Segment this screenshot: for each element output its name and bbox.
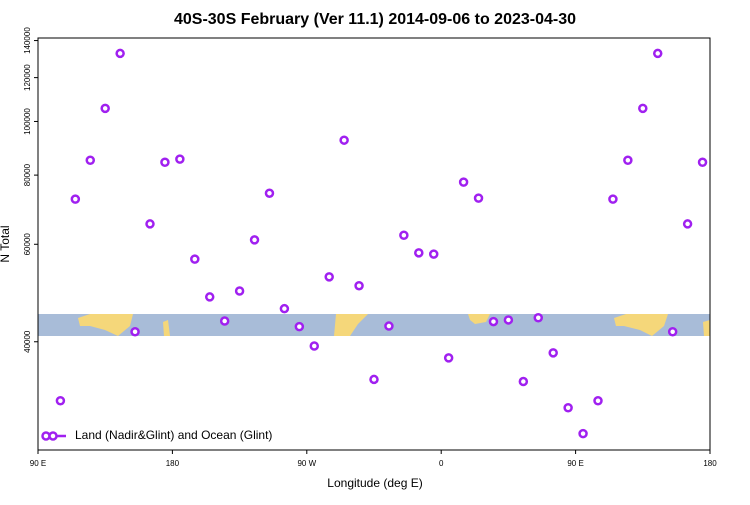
point	[473, 193, 484, 203]
point	[279, 303, 290, 314]
point	[563, 402, 573, 413]
x-tick-label: 90 W	[297, 459, 316, 468]
point	[324, 272, 334, 282]
point	[369, 374, 379, 385]
x-axis-label: Longitude (deg E)	[327, 476, 422, 490]
y-tick-label: 40000	[23, 330, 32, 353]
point	[399, 230, 409, 240]
point	[100, 103, 110, 114]
y-tick-label: 140000	[23, 27, 32, 54]
point	[204, 292, 215, 302]
point	[384, 321, 394, 331]
x-tick-label: 0	[439, 459, 444, 468]
x-tick-label: 90 E	[567, 459, 583, 468]
plot-frame	[37, 37, 711, 451]
point	[175, 154, 185, 164]
point	[518, 376, 529, 387]
point	[339, 135, 349, 145]
y-tick-label: 120000	[23, 64, 32, 91]
legend-label: Land (Nadir&Glint) and Ocean (Glint)	[75, 428, 272, 442]
x-tick-label: 180	[703, 459, 717, 468]
point	[55, 395, 66, 406]
point	[623, 155, 633, 166]
point	[428, 249, 439, 259]
point	[682, 219, 693, 229]
x-tick-label: 180	[166, 459, 180, 468]
point	[264, 188, 275, 198]
point	[70, 194, 81, 204]
point	[638, 103, 648, 114]
point	[130, 327, 140, 337]
point	[219, 316, 230, 326]
point	[488, 316, 499, 327]
point	[578, 428, 588, 439]
point	[160, 157, 170, 167]
point	[309, 341, 320, 351]
point	[593, 395, 603, 406]
point	[294, 321, 305, 332]
x-tick-label: 90 E	[30, 459, 46, 468]
point	[652, 48, 663, 59]
y-axis-label: N Total	[0, 225, 12, 262]
y-tick-label: 60000	[23, 233, 32, 256]
point	[414, 248, 424, 258]
point	[234, 286, 245, 296]
legend-marker	[48, 431, 58, 441]
point	[443, 353, 454, 363]
point	[85, 155, 96, 166]
point	[608, 194, 618, 204]
point	[697, 157, 708, 167]
point	[548, 348, 558, 358]
point	[115, 48, 125, 59]
chart-title: 40S-30S February (Ver 11.1) 2014-09-06 t…	[174, 11, 576, 28]
y-tick-label: 100000	[23, 108, 32, 135]
point	[354, 280, 364, 291]
point	[667, 327, 678, 337]
point	[190, 254, 200, 264]
point	[249, 235, 260, 245]
point	[145, 219, 155, 229]
point	[458, 177, 469, 187]
point	[533, 313, 544, 323]
y-tick-label: 80000	[23, 163, 32, 186]
point	[503, 315, 514, 325]
